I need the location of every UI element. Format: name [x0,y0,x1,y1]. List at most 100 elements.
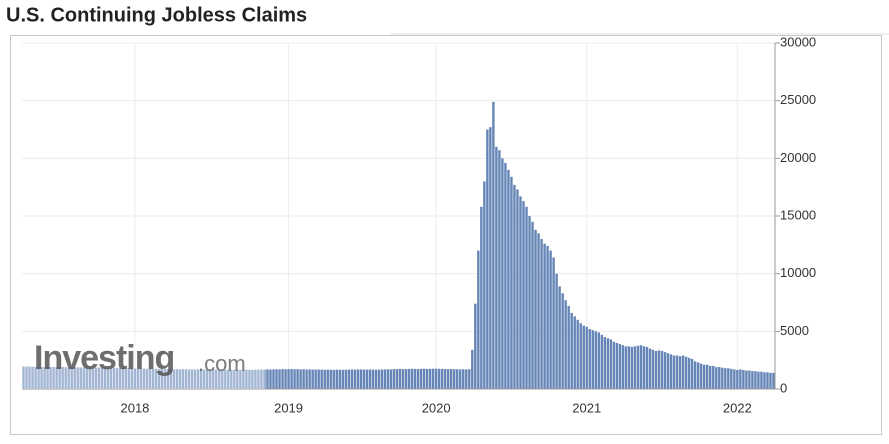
bar [293,369,296,389]
bar [203,369,206,389]
bar [700,363,703,389]
bar [151,368,155,389]
bar [681,355,685,389]
bar [648,348,652,389]
bar [540,239,543,389]
bar [594,331,597,389]
bar [392,369,396,389]
bar [398,368,402,389]
bar [440,368,444,389]
bar [654,350,658,389]
bar [498,150,501,389]
bar [22,366,25,389]
bar [416,369,420,389]
bar [431,368,435,389]
bar [37,366,40,389]
bar [73,367,76,389]
bar [227,369,230,389]
bar [573,316,576,389]
bar [169,369,173,389]
bar [145,368,149,389]
bar [52,367,55,389]
bar [706,364,709,389]
bar [353,369,357,389]
bar [615,342,619,389]
bar [187,369,191,389]
bar [618,344,622,389]
bar [49,366,52,389]
bar [443,369,447,389]
bar [103,367,107,389]
bar [404,369,408,389]
bar [278,369,281,389]
bar [344,369,347,389]
bar [456,369,459,389]
bar [130,368,134,389]
bar [79,367,82,389]
bar [645,346,649,389]
bar [657,350,661,389]
bar [196,369,200,389]
y-tick-label: 15000 [780,207,816,222]
bar [769,372,772,389]
bar [124,368,128,389]
bar [739,369,742,389]
bar [317,369,320,389]
bar [558,286,561,389]
bar [639,345,643,389]
bar [428,368,432,389]
bar [513,184,516,389]
bar [94,367,97,389]
bar [531,221,534,389]
bar [190,369,194,389]
bar [263,369,266,389]
bar [142,368,146,389]
bar [221,369,224,389]
bar [477,250,480,389]
bar [489,127,492,390]
bar [718,367,721,389]
watermark: Investing [34,339,174,377]
bar [462,369,465,389]
bar [76,367,79,389]
bar [579,323,582,389]
bar [696,362,700,389]
bar [766,372,769,389]
bar [567,305,570,389]
bar [389,369,393,389]
bar [745,370,748,389]
bar [175,369,179,389]
bar [709,365,712,389]
bar [118,368,122,389]
bar [230,369,233,389]
bar [507,169,510,389]
bar [450,369,453,389]
bar [552,257,555,389]
bar [218,369,221,389]
bar [296,369,299,389]
bar [633,346,637,389]
bar [127,368,131,389]
bar [67,367,70,389]
bar [537,233,540,389]
bar [606,338,610,389]
bar [206,369,209,389]
bar [299,369,302,389]
bar [624,346,628,389]
bar [121,367,125,389]
bar [377,369,381,389]
bar [347,369,351,389]
bar [320,369,323,389]
bar [684,356,688,389]
bar [724,368,727,389]
bar [437,368,441,389]
bar [323,369,326,389]
bar [58,367,61,389]
bar [157,369,161,389]
bar [413,368,417,389]
bar [380,369,384,389]
bar [501,158,504,389]
bar [561,293,564,389]
bar [43,367,46,389]
